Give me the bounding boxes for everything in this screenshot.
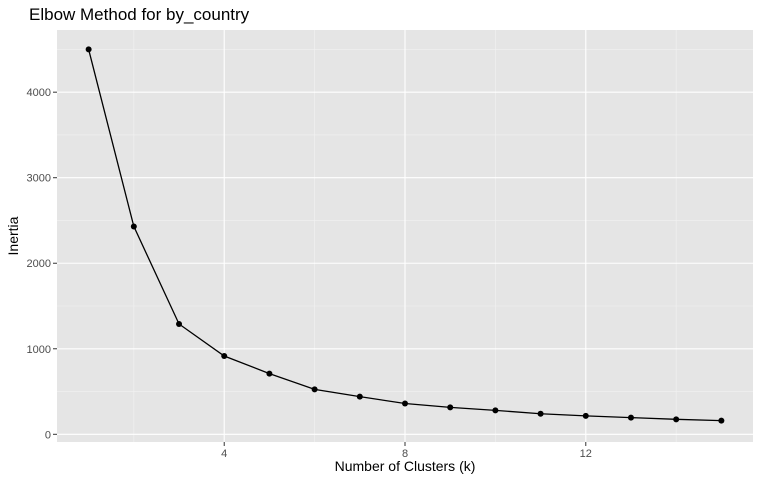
y-tick-label: 3000 [27,173,51,185]
data-point [402,400,408,407]
data-point [130,223,137,230]
data-point [492,407,499,414]
x-tick-label: 8 [402,448,408,460]
data-point [582,412,589,419]
data-point [266,370,273,377]
data-points [85,46,725,424]
data-point [627,414,634,421]
y-tick-label: 0 [45,429,51,441]
data-point [447,404,454,411]
y-tick-label: 2000 [27,258,51,270]
y-axis: 0 1000 2000 3000 4000 [27,87,57,441]
y-tick-label: 1000 [27,344,51,356]
y-tick-label: 4000 [27,87,51,99]
data-point [311,386,318,393]
data-point [356,393,363,400]
data-point [673,416,680,423]
x-axis-title: Number of Clusters (k) [335,458,476,474]
x-tick-label: 12 [580,448,592,460]
chart-title: Elbow Method for by_country [29,5,250,24]
x-axis: 4 8 12 [221,442,592,460]
y-axis-title: Inertia [5,216,21,255]
data-point [537,410,544,417]
data-point [85,46,92,53]
data-point [221,353,228,360]
x-tick-label: 4 [221,448,227,460]
major-gridlines [57,30,753,442]
data-point [718,417,725,424]
data-point [176,320,183,327]
